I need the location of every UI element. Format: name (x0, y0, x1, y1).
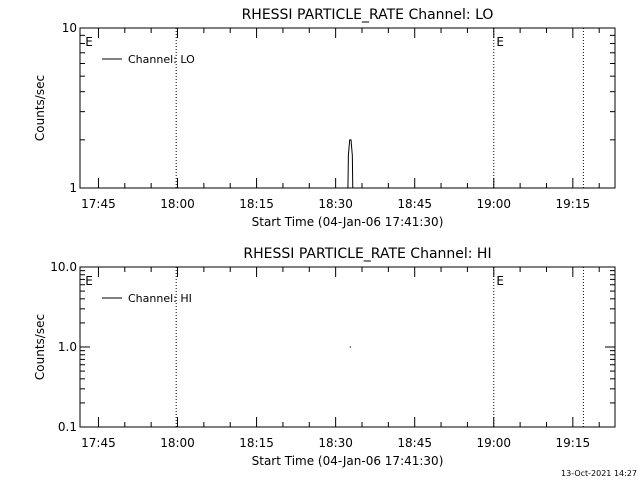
chart-title: RHESSI PARTICLE_RATE Channel: LO (242, 7, 494, 23)
legend-label: Channel: HI (128, 292, 192, 305)
y-tick-label: 1.0 (58, 340, 77, 354)
x-axis-label: Start Time (04-Jan-06 17:41:30) (252, 215, 444, 229)
series-line (347, 139, 354, 189)
x-tick-label: 18:45 (397, 436, 432, 450)
chart-title: RHESSI PARTICLE_RATE Channel: HI (243, 246, 491, 262)
x-tick-label: 18:30 (318, 197, 353, 211)
plot-frame (79, 266, 616, 428)
event-marker-label: E (496, 274, 504, 288)
y-axis-label: Counts/sec (33, 75, 47, 141)
x-tick-label: 19:00 (476, 197, 511, 211)
x-tick-label: 18:45 (397, 197, 432, 211)
x-tick-label: 18:00 (160, 197, 195, 211)
event-marker-label: E (496, 35, 504, 49)
x-tick-label: 19:00 (476, 436, 511, 450)
x-tick-label: 17:45 (81, 436, 116, 450)
chart-panel-lo: RHESSI PARTICLE_RATE Channel: LO Counts/s… (33, 7, 616, 229)
event-marker-label: E (85, 274, 93, 288)
y-tick-label: 10 (62, 21, 77, 35)
x-tick-label: 18:15 (239, 436, 274, 450)
y-tick-label: 10.0 (50, 260, 77, 274)
x-tick-label: 18:00 (160, 436, 195, 450)
x-tick-label: 19:15 (556, 197, 591, 211)
x-tick-label: 18:30 (318, 436, 353, 450)
plot-frame (79, 27, 616, 189)
chart-panel-hi: RHESSI PARTICLE_RATE Channel: HI Counts/s… (33, 246, 616, 468)
x-tick-label: 19:15 (556, 436, 591, 450)
x-axis-label: Start Time (04-Jan-06 17:41:30) (252, 454, 444, 468)
legend-label: Channel: LO (128, 53, 195, 66)
y-tick-label: 1 (69, 181, 77, 195)
y-tick-label: 0.1 (58, 420, 77, 434)
x-tick-label: 18:15 (239, 197, 274, 211)
event-marker-label: E (85, 35, 93, 49)
y-axis-label: Counts/sec (33, 314, 47, 380)
x-tick-label: 17:45 (81, 197, 116, 211)
footer-timestamp: 13-Oct-2021 14:27 (561, 469, 637, 478)
